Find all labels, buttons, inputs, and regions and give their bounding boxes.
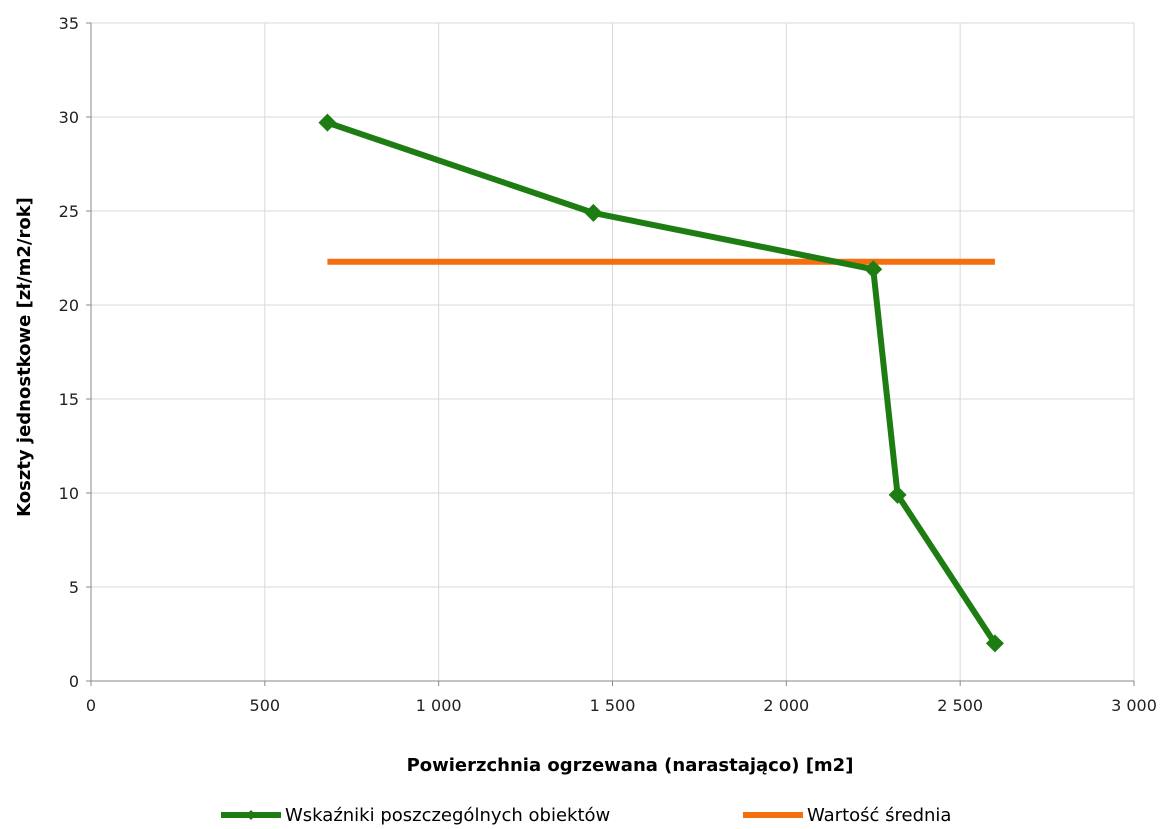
axes [86, 22, 1135, 686]
y-tick-label: 35 [59, 14, 79, 33]
data-point-marker [985, 634, 1004, 653]
x-tick-label: 2 500 [937, 696, 983, 715]
x-tick-label: 3 000 [1111, 696, 1157, 715]
data-point-marker [584, 203, 603, 222]
legend-marker-series-1 [246, 810, 256, 820]
y-tick-label: 30 [59, 108, 79, 127]
x-axis-title: Powierzchnia ogrzewana (narastająco) [m2… [407, 755, 854, 776]
legend-item-series-1: Wskaźniki poszczególnych obiektów [221, 805, 610, 826]
x-tick-label: 500 [250, 696, 281, 715]
y-tick-labels: 0 5 10 15 20 25 30 35 [59, 14, 79, 691]
y-axis-title: Koszty jednostkowe [zł/m2/rok] [14, 197, 35, 517]
legend: Wskaźniki poszczególnych obiektów Wartoś… [221, 805, 951, 826]
y-tick-label: 0 [69, 672, 79, 691]
x-tick-label: 1 000 [416, 696, 462, 715]
x-tick-labels: 0 500 1 000 1 500 2 000 2 500 3 000 [86, 696, 1157, 715]
gridlines [91, 22, 1135, 682]
y-tick-label: 15 [59, 390, 79, 409]
y-tick-label: 25 [59, 202, 79, 221]
x-tick-label: 0 [86, 696, 96, 715]
data-point-marker [864, 260, 883, 279]
x-tick-label: 1 500 [590, 696, 636, 715]
x-tick-label: 2 000 [763, 696, 809, 715]
y-tick-label: 20 [59, 296, 79, 315]
y-tick-label: 10 [59, 484, 79, 503]
series-line-1 [326, 119, 998, 646]
data-point-marker [318, 113, 337, 132]
legend-label-series-1: Wskaźniki poszczególnych obiektów [285, 805, 610, 826]
legend-item-series-2: Wartość średnia [743, 805, 951, 826]
series-layer [318, 113, 1004, 653]
y-tick-label: 5 [69, 578, 79, 597]
data-point-marker [888, 485, 907, 504]
legend-label-series-2: Wartość średnia [807, 805, 951, 826]
